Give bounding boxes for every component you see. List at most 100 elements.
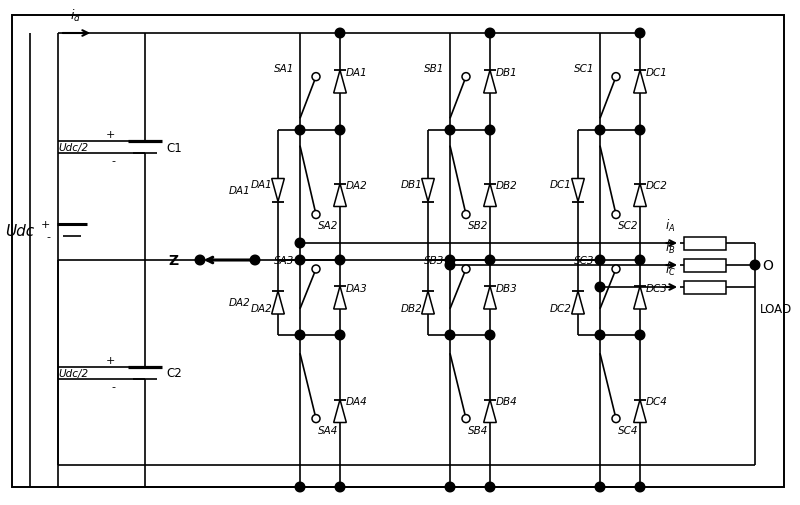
- Text: -: -: [46, 231, 50, 241]
- Circle shape: [485, 331, 494, 340]
- Text: SB4: SB4: [468, 425, 488, 435]
- Circle shape: [312, 266, 320, 274]
- Circle shape: [335, 331, 345, 340]
- Circle shape: [595, 256, 605, 265]
- Circle shape: [612, 74, 620, 81]
- Text: DA1: DA1: [346, 67, 368, 77]
- Text: Udc: Udc: [5, 223, 34, 238]
- Circle shape: [335, 126, 345, 135]
- Circle shape: [595, 126, 605, 135]
- Polygon shape: [334, 286, 346, 310]
- Text: SA2: SA2: [318, 221, 338, 231]
- Text: +: +: [106, 356, 115, 365]
- Text: SB2: SB2: [468, 221, 488, 231]
- Circle shape: [595, 331, 605, 340]
- Polygon shape: [572, 179, 584, 202]
- Circle shape: [335, 29, 345, 39]
- Text: SB1: SB1: [424, 64, 444, 74]
- Text: SC2: SC2: [618, 221, 638, 231]
- Circle shape: [485, 29, 494, 39]
- Polygon shape: [484, 71, 496, 94]
- Circle shape: [612, 415, 620, 423]
- Polygon shape: [334, 400, 346, 423]
- Text: $i_A$: $i_A$: [665, 218, 675, 233]
- Text: C2: C2: [166, 367, 182, 380]
- Circle shape: [195, 256, 205, 265]
- Text: DB1: DB1: [496, 67, 518, 77]
- Text: DB2: DB2: [400, 304, 422, 314]
- Text: Udc/2: Udc/2: [58, 368, 88, 378]
- Text: -: -: [111, 381, 115, 391]
- Text: Z: Z: [168, 254, 178, 268]
- Polygon shape: [422, 291, 434, 315]
- Circle shape: [312, 415, 320, 423]
- Circle shape: [335, 482, 345, 492]
- Circle shape: [462, 74, 470, 81]
- Text: DC1: DC1: [550, 180, 572, 190]
- Text: $i_B$: $i_B$: [665, 239, 675, 256]
- Text: SC4: SC4: [618, 425, 638, 435]
- Circle shape: [635, 29, 645, 39]
- Polygon shape: [484, 286, 496, 310]
- Text: DA1: DA1: [250, 180, 272, 190]
- Circle shape: [445, 331, 454, 340]
- Text: DC4: DC4: [646, 396, 668, 406]
- Polygon shape: [484, 184, 496, 207]
- Bar: [684, 237, 726, 250]
- Polygon shape: [272, 291, 284, 315]
- Text: SA3: SA3: [274, 256, 294, 266]
- Circle shape: [295, 239, 305, 248]
- Circle shape: [462, 415, 470, 423]
- Circle shape: [485, 256, 494, 265]
- Polygon shape: [484, 400, 496, 423]
- Text: SA4: SA4: [318, 425, 338, 435]
- Text: DB1: DB1: [400, 180, 422, 190]
- Circle shape: [295, 482, 305, 492]
- Text: +: +: [106, 130, 115, 140]
- Text: DA4: DA4: [346, 396, 368, 406]
- Polygon shape: [422, 179, 434, 202]
- Circle shape: [445, 261, 454, 270]
- Circle shape: [635, 126, 645, 135]
- Polygon shape: [634, 400, 646, 423]
- Circle shape: [295, 126, 305, 135]
- Circle shape: [295, 256, 305, 265]
- Circle shape: [335, 256, 345, 265]
- Polygon shape: [634, 286, 646, 310]
- Text: SB3: SB3: [424, 256, 444, 266]
- Text: DA3: DA3: [346, 283, 368, 293]
- Text: DB2: DB2: [496, 181, 518, 190]
- Circle shape: [445, 256, 454, 265]
- Polygon shape: [634, 71, 646, 94]
- Circle shape: [635, 482, 645, 492]
- Polygon shape: [334, 184, 346, 207]
- Circle shape: [485, 126, 494, 135]
- Circle shape: [445, 126, 454, 135]
- Circle shape: [595, 482, 605, 492]
- Polygon shape: [334, 71, 346, 94]
- Circle shape: [612, 266, 620, 274]
- Text: O: O: [762, 259, 773, 273]
- Bar: [684, 259, 726, 272]
- Bar: [684, 281, 726, 294]
- Text: SC3: SC3: [574, 256, 594, 266]
- Circle shape: [750, 261, 760, 270]
- Text: DB4: DB4: [496, 396, 518, 406]
- Text: LOAD: LOAD: [760, 303, 792, 316]
- Circle shape: [612, 211, 620, 219]
- Circle shape: [312, 211, 320, 219]
- Text: $i_d$: $i_d$: [70, 8, 82, 24]
- Polygon shape: [634, 184, 646, 207]
- Text: C1: C1: [166, 141, 182, 154]
- Text: DA2: DA2: [346, 181, 368, 190]
- Circle shape: [312, 74, 320, 81]
- Circle shape: [635, 331, 645, 340]
- Text: DA2: DA2: [250, 304, 272, 314]
- Text: DA2: DA2: [228, 298, 250, 308]
- Text: DB3: DB3: [496, 283, 518, 293]
- Text: DA1: DA1: [228, 186, 250, 195]
- Text: $i_C$: $i_C$: [665, 262, 676, 277]
- Text: DC3: DC3: [646, 283, 668, 293]
- Polygon shape: [272, 179, 284, 202]
- Circle shape: [635, 256, 645, 265]
